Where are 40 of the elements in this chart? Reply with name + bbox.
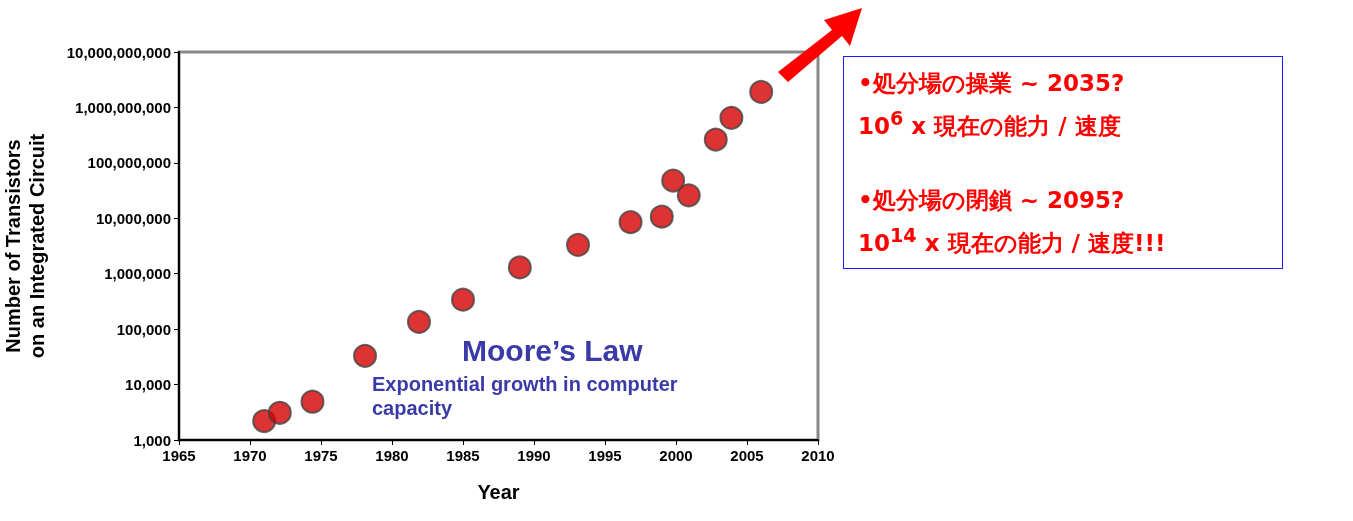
point	[676, 183, 701, 208]
y-axis-title: Number of Transistors on an Integrated Circuit	[2, 133, 48, 359]
point	[353, 343, 378, 368]
point	[507, 255, 532, 280]
x-tick-label: 2000	[659, 447, 693, 464]
text: 10$^{14}$ x 現在の能力 / 速度!!!	[858, 222, 1167, 258]
y-tick-label: 100,000	[116, 320, 171, 338]
y-tick-label: 10,000	[125, 376, 171, 394]
x-tick-label: 2005	[730, 447, 764, 464]
y-tick-label: 1,000,000,000	[75, 98, 171, 116]
y-tick-label: 100,000,000	[87, 154, 171, 172]
y-tick-label: 1,000,000	[104, 265, 171, 283]
annotation: Exponential growth in computer capacity	[372, 373, 678, 419]
point	[267, 400, 292, 425]
text: •処分場の閉鎖 ~ 2095?	[858, 185, 1126, 215]
y-tick-label: 10,000,000,000	[66, 43, 171, 61]
x-axis-title: Year	[477, 481, 520, 503]
text: •処分場の操業 ~ 2035?	[858, 69, 1126, 98]
text: 10$^{6}$ x 現在の能力 / 速度	[858, 106, 1122, 141]
x-tick-label: 1985	[446, 447, 480, 464]
x-tick-label: 1970	[233, 447, 267, 464]
point	[566, 232, 591, 257]
point	[300, 389, 325, 414]
x-tick-label: 1975	[304, 447, 338, 464]
point	[618, 210, 643, 235]
point	[407, 309, 431, 334]
point	[661, 168, 686, 193]
point	[719, 105, 744, 130]
point	[749, 79, 774, 104]
y-tick-label: 10,000,000	[95, 209, 171, 227]
y-tick-label: 1,000	[133, 431, 171, 449]
x-tick-label: 1980	[375, 447, 409, 464]
x-tick-label: 1990	[517, 447, 551, 464]
annotation: Moore’s Law	[462, 333, 644, 367]
point	[703, 127, 728, 152]
point	[649, 204, 674, 229]
x-tick-label: 1965	[162, 447, 196, 464]
x-tick-label: 2010	[801, 447, 835, 464]
point	[451, 287, 475, 312]
x-tick-label: 1995	[588, 447, 622, 464]
